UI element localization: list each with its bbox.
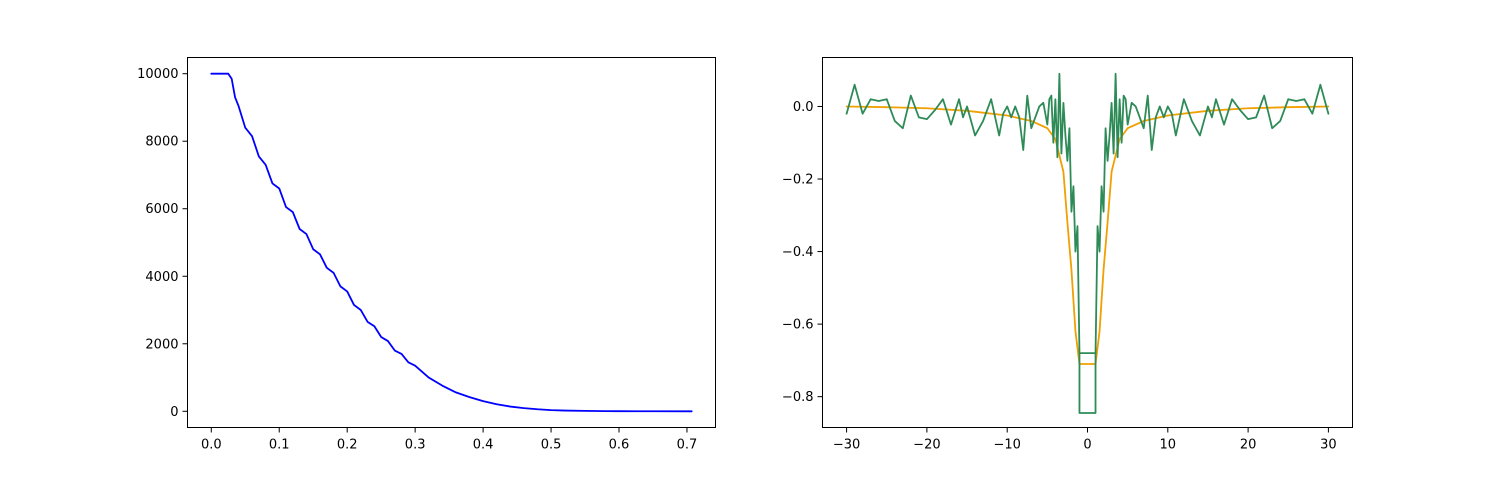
left-chart-x-tick-label: 0.0 — [201, 438, 222, 453]
right-chart-y-tick-label: 0.0 — [793, 100, 814, 115]
left-chart-y-axis: 0 2000 4000 6000 8000 10000 — [137, 67, 188, 420]
right-chart-series-line-1 — [845, 72, 1330, 355]
left-chart-x-tick-label: 0.3 — [405, 438, 426, 453]
left-chart-y-tick-label: 6000 — [145, 202, 178, 217]
right-chart-x-tick-label: 30 — [1320, 438, 1337, 453]
left-chart-y-tick-label: 2000 — [145, 337, 178, 352]
left-chart-series — [210, 72, 693, 413]
left-chart-x-tick-label: 0.2 — [337, 438, 358, 453]
left-chart: 0.0 0.1 0.2 0.3 0.4 0.5 0.6 0.7 0 2000 4000 6000 80… — [137, 57, 716, 453]
right-chart-x-axis: −30 −20 −10 0 10 20 30 — [833, 427, 1337, 453]
left-chart-y-tick-label: 10000 — [137, 67, 178, 82]
right-chart-x-tick-label: −20 — [913, 438, 940, 453]
right-chart-x-tick-label: 20 — [1240, 438, 1257, 453]
left-chart-x-tick-label: 0.4 — [473, 438, 494, 453]
left-chart-series-line-0 — [210, 72, 693, 413]
right-chart-y-axis: 0.0 −0.2 −0.4 −0.6 −0.8 — [782, 100, 823, 405]
left-chart-x-tick-label: 0.5 — [541, 438, 562, 453]
right-chart: −30 −20 −10 0 10 20 30 0.0 −0.2 −0.4 −0.6 −0.8 — [782, 57, 1353, 453]
right-chart-x-tick-label: −30 — [833, 438, 860, 453]
left-chart-x-axis: 0.0 0.1 0.2 0.3 0.4 0.5 0.6 0.7 — [201, 427, 698, 453]
right-chart-x-tick-label: −10 — [993, 438, 1020, 453]
right-chart-y-tick-label: −0.4 — [782, 245, 814, 260]
left-chart-y-tick-label: 8000 — [145, 135, 178, 150]
right-chart-x-tick-label: 10 — [1160, 438, 1177, 453]
left-chart-frame — [187, 57, 716, 428]
right-chart-y-tick-label: −0.6 — [782, 318, 814, 333]
left-chart-x-tick-label: 0.6 — [609, 438, 630, 453]
left-chart-y-tick-label: 4000 — [145, 270, 178, 285]
right-chart-series — [845, 72, 1330, 414]
right-chart-series-line-2 — [1078, 352, 1097, 414]
right-chart-y-tick-label: −0.2 — [782, 173, 814, 188]
right-chart-y-tick-label: −0.8 — [782, 390, 814, 405]
right-chart-x-tick-label: 0 — [1083, 438, 1091, 453]
left-chart-x-tick-label: 0.7 — [677, 438, 698, 453]
left-chart-x-tick-label: 0.1 — [269, 438, 290, 453]
left-chart-y-tick-label: 0 — [170, 405, 178, 420]
